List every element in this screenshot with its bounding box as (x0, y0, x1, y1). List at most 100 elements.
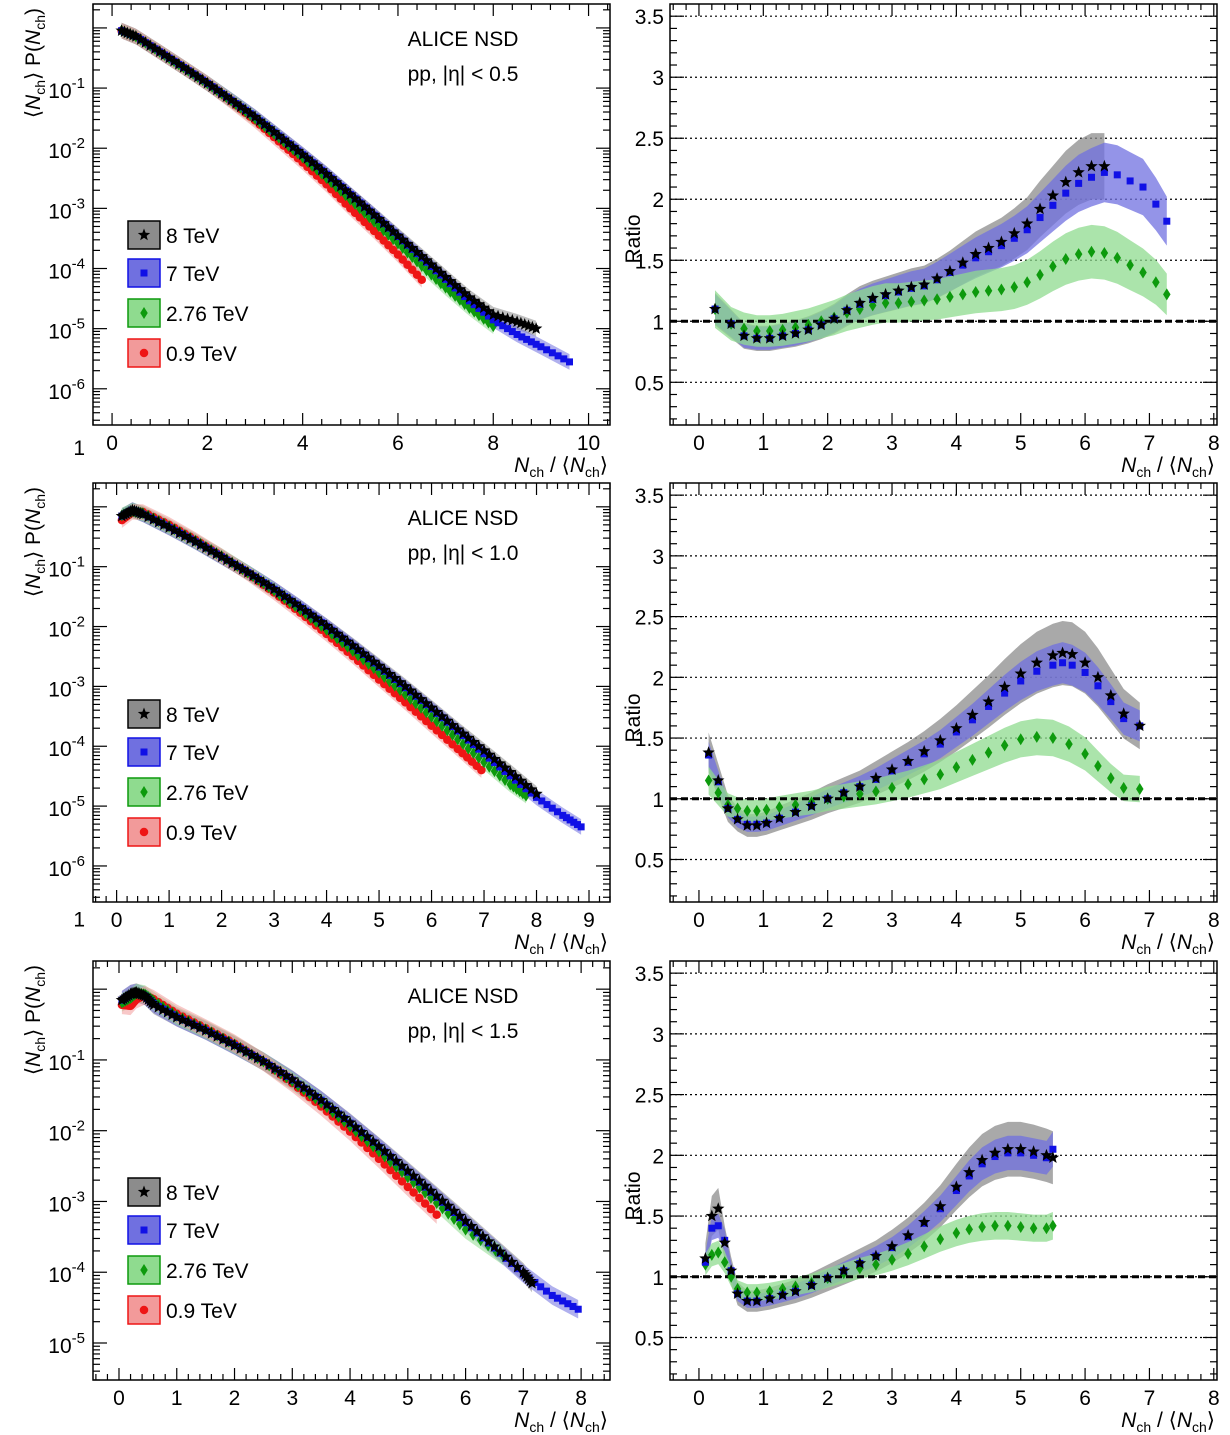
data-point (554, 808, 562, 816)
data-point (1010, 281, 1019, 294)
data-point (714, 1246, 723, 1259)
experiment-label: ALICE NSD (408, 28, 519, 51)
legend-marker-icon (139, 1305, 149, 1315)
data-point (789, 805, 802, 818)
data-point (142, 993, 155, 1005)
y-tick-label: 3 (652, 67, 664, 90)
plot-area (670, 133, 1217, 351)
data-point (1075, 179, 1083, 187)
data-point (199, 541, 213, 554)
data-point (975, 1153, 989, 1166)
data-point (1119, 781, 1128, 794)
data-point (791, 798, 800, 811)
x-axis-label: Nch / ⟨Nch⟩ (1121, 931, 1215, 957)
y-tick-label: 1 (652, 789, 664, 812)
data-point (442, 1199, 455, 1212)
data-point (966, 708, 979, 721)
data-point (165, 1008, 179, 1021)
data-point (1046, 648, 1060, 661)
data-point (372, 212, 386, 225)
data-point (920, 773, 928, 786)
data-point (366, 1135, 380, 1147)
y-axis-dist-label: ⟨Nch⟩ P(Nch) (22, 8, 48, 118)
data-point (309, 1089, 322, 1102)
data-point (968, 753, 977, 766)
data-point (1126, 177, 1134, 185)
y-axis-dist-label: ⟨Nch⟩ P(Nch) (22, 965, 48, 1075)
y-tick-label: 0.5 (635, 372, 664, 395)
data-point (315, 615, 328, 628)
data-point (920, 294, 928, 307)
data-point (225, 93, 238, 106)
data-point (1066, 647, 1079, 660)
data-point (446, 718, 459, 731)
data-point (946, 290, 954, 303)
data-point (753, 325, 761, 338)
x-tick-label: 3 (286, 1387, 298, 1410)
data-point (309, 612, 323, 624)
x-tick-label: 0 (693, 1387, 705, 1410)
data-point (894, 296, 903, 309)
data-point (459, 1214, 472, 1227)
legend-marker-icon (140, 748, 148, 756)
data-point (310, 159, 324, 172)
data-point (475, 304, 483, 312)
data-point (988, 1146, 1002, 1159)
legend-marker-icon (140, 1264, 148, 1276)
data-point (396, 233, 409, 246)
data-point (573, 821, 581, 829)
data-point (1094, 759, 1102, 772)
x-tick-label: 4 (951, 1387, 963, 1410)
data-point (543, 346, 551, 354)
data-point (837, 1264, 850, 1276)
data-point (425, 701, 438, 713)
y-tick-label: 10-2 (48, 1118, 85, 1146)
data-point (525, 1276, 539, 1289)
y-tick-label: 10-5 (48, 1330, 85, 1358)
x-axis-label: Nch / ⟨Nch⟩ (514, 1409, 608, 1435)
data-point (372, 659, 386, 672)
y-tick-label: 1 (73, 908, 85, 931)
data-point (721, 801, 735, 814)
series-s8 (115, 503, 543, 800)
data-point (1059, 175, 1072, 188)
data-point (569, 1302, 577, 1310)
data-point (965, 1223, 973, 1236)
y-tick-label: 0.5 (635, 1327, 664, 1350)
data-point (885, 1239, 899, 1252)
data-point (134, 33, 147, 45)
data-point (141, 510, 155, 523)
y-tick-label: 1.5 (635, 1206, 664, 1229)
data-point (156, 1003, 170, 1016)
plot-area (115, 502, 585, 835)
data-point (436, 1194, 449, 1207)
data-point (1046, 1151, 1060, 1164)
x-axis-label: Nch / ⟨Nch⟩ (1121, 454, 1215, 480)
data-point (420, 1199, 430, 1208)
series-s8 (702, 646, 1146, 831)
data-point (257, 576, 270, 588)
data-point (325, 623, 338, 636)
data-point (984, 284, 993, 297)
data-point (401, 237, 414, 250)
legend-swatch (127, 338, 161, 368)
x-tick-label: 0 (693, 432, 705, 455)
data-point (840, 303, 854, 316)
data-point (1152, 200, 1160, 208)
data-point (435, 709, 449, 722)
data-point (731, 1287, 744, 1300)
data-point (199, 1024, 212, 1036)
data-point (467, 735, 480, 748)
y-tick-label: 10-4 (48, 1259, 85, 1287)
y-tick-label: 10-4 (48, 733, 85, 761)
data-point (326, 1102, 339, 1115)
data-point (251, 1051, 264, 1064)
data-point (506, 772, 514, 780)
data-point (299, 604, 312, 617)
data-point (718, 1236, 731, 1249)
data-point (789, 1284, 802, 1297)
data-point (753, 804, 761, 817)
data-point (982, 695, 995, 707)
x-tick-label: 7 (1144, 432, 1156, 455)
data-point (904, 778, 912, 791)
